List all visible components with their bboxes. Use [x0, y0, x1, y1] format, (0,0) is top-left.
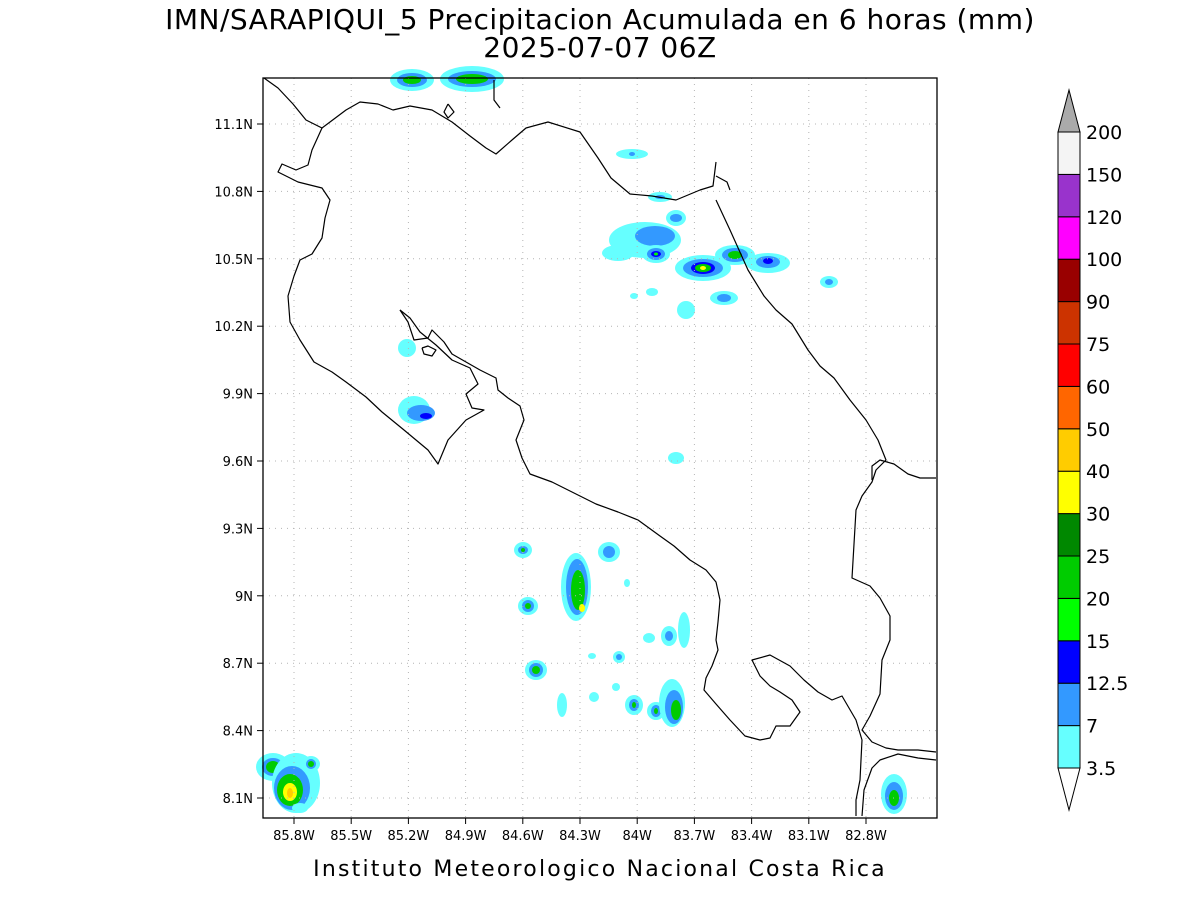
colorbar-swatch: [1057, 385, 1081, 430]
colorbar-swatch: [1057, 513, 1081, 557]
graticule: [263, 78, 937, 818]
colorbar-swatch: [1057, 173, 1081, 218]
lon-tick-label: 84.6W: [502, 829, 544, 844]
lat-tick-label: 9N: [235, 590, 253, 605]
map-frame: [262, 77, 938, 819]
colorbar-level-label: 120: [1086, 207, 1122, 229]
rain-cell: [675, 255, 731, 281]
colorbar-swatch: [1057, 470, 1081, 515]
colorbar-swatch: [1057, 428, 1081, 472]
colorbar-level-label: 60: [1086, 376, 1110, 398]
lat-tick-label: 10.8N: [214, 185, 253, 200]
rain-cell: [518, 579, 630, 615]
colorbar-level-label: 90: [1086, 292, 1110, 314]
colorbar-swatch: [1057, 131, 1081, 175]
lat-tick-label: 10.5N: [214, 253, 253, 268]
colorbar-level-label: 40: [1086, 461, 1110, 483]
rain-cell: [647, 679, 685, 727]
lat-tick-label: 8.1N: [223, 792, 253, 807]
lon-tick-label: 84.9W: [445, 829, 487, 844]
colorbar-level-label: 3.5: [1086, 758, 1116, 780]
colorbar-level-label: 50: [1086, 419, 1110, 441]
colorbar-level-label: 100: [1086, 249, 1122, 271]
colorbar-swatch: [1057, 725, 1081, 769]
lon-tick-label: 83.4W: [731, 829, 773, 844]
colorbar-swatch: [1057, 343, 1081, 387]
map-title: IMN/SARAPIQUI_5 Precipitacion Acumulada …: [165, 3, 1035, 36]
lon-tick-label: 82.8W: [845, 829, 887, 844]
colorbar-under-arrow: [1057, 767, 1081, 812]
rain-cell: [881, 774, 907, 814]
colorbar-swatch: [1057, 258, 1081, 303]
lat-tick-label: 9.6N: [223, 455, 253, 470]
colorbar-swatch: [1057, 682, 1081, 727]
colorbar-level-label: 7: [1086, 716, 1098, 738]
lon-tick-label: 83.1W: [788, 829, 830, 844]
colorbar: 3.5 7 12.5 15 20 25 30 40 50 60 75 90 100 120 150 200: [1057, 88, 1128, 812]
lat-tick-label: 8.4N: [223, 725, 253, 740]
latitude-axis: 11.1N 10.8N 10.5N 10.2N 9.9N 9.6N 9.3N 9N 8.7N 8.…: [214, 118, 263, 807]
rain-cell: [557, 683, 643, 717]
colorbar-level-label: 200: [1086, 122, 1122, 144]
colorbar-level-label: 150: [1086, 164, 1122, 186]
colorbar-level-label: 75: [1086, 334, 1110, 356]
lat-tick-label: 9.9N: [223, 388, 253, 403]
colorbar-swatch: [1057, 301, 1081, 345]
lon-tick-label: 84W: [622, 829, 652, 844]
rain-cell: [715, 245, 755, 265]
lon-tick-label: 85.5W: [330, 829, 372, 844]
footer-credit: Instituto Meteorologico Nacional Costa R…: [313, 857, 887, 882]
colorbar-swatch: [1057, 555, 1081, 599]
lon-tick-label: 83.7W: [673, 829, 715, 844]
colorbar-over-arrow: [1057, 88, 1081, 133]
lon-tick-label: 85.2W: [387, 829, 429, 844]
lon-tick-label: 85.8W: [273, 829, 315, 844]
colorbar-swatch: [1057, 216, 1081, 260]
longitude-axis: 85.8W 85.5W 85.2W 84.9W 84.6W 84.3W 84W 83.7W 83…: [273, 818, 887, 844]
lat-tick-label: 11.1N: [214, 118, 253, 133]
coastline: [263, 77, 937, 817]
rain-cell: [256, 753, 320, 813]
rain-cell: [561, 553, 591, 621]
lat-tick-label: 9.3N: [223, 522, 253, 537]
rain-cell: [648, 192, 686, 226]
rain-cell: [668, 452, 684, 464]
rain-cell: [746, 253, 790, 273]
lat-tick-label: 10.2N: [214, 320, 253, 335]
rain-cell: [398, 339, 435, 424]
rain-cell: [525, 660, 547, 680]
colorbar-level-label: 15: [1086, 631, 1110, 653]
rain-cell: [820, 276, 838, 288]
colorbar-level-label: 12.5: [1086, 673, 1128, 695]
colorbar-level-label: 30: [1086, 504, 1110, 526]
map-datetime: 2025-07-07 06Z: [483, 31, 717, 64]
colorbar-level-label: 20: [1086, 588, 1110, 610]
rain-cell: [630, 288, 738, 319]
rain-cell: [390, 66, 504, 92]
rain-cell: [588, 612, 690, 663]
lon-tick-label: 84.3W: [559, 829, 601, 844]
lat-tick-label: 8.7N: [223, 657, 253, 672]
precipitation-areas: [256, 66, 907, 814]
rain-cell: [514, 542, 620, 562]
colorbar-swatch: [1057, 597, 1081, 642]
colorbar-level-label: 25: [1086, 546, 1110, 568]
colorbar-swatch: [1057, 640, 1081, 684]
rain-cell: [616, 149, 648, 159]
rain-cell: [602, 222, 681, 263]
